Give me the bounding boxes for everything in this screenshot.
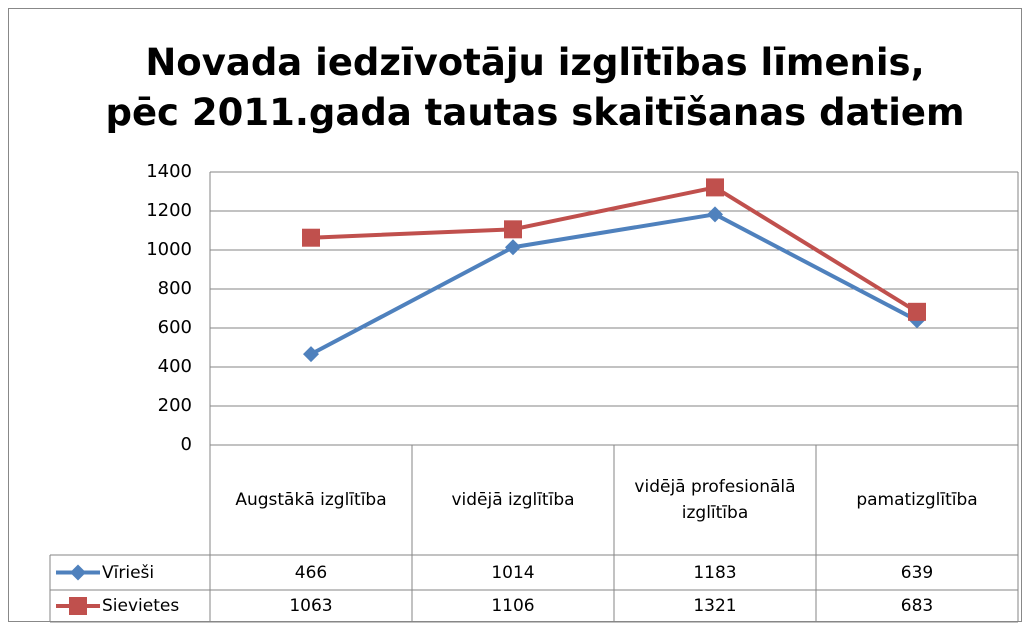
legend-marker [70, 564, 86, 581]
category-label: vidējā profesionālā izglītība [634, 477, 796, 523]
y-tick-label: 400 [157, 356, 192, 377]
table-value: 1183 [693, 562, 737, 583]
legend-label: Vīrieši [102, 562, 155, 583]
y-tick-label: 1000 [146, 239, 192, 260]
category-label: pamatizglītība [856, 490, 978, 510]
legend-marker [69, 597, 87, 615]
data-point [505, 239, 521, 256]
table-value: 466 [294, 562, 328, 583]
legend-label: Sievietes [102, 596, 180, 616]
data-point [504, 220, 522, 239]
y-tick-label: 1400 [146, 161, 192, 182]
y-tick-label: 0 [180, 434, 192, 455]
table-value: 1106 [491, 596, 535, 616]
series-line [310, 185, 919, 314]
y-tick-label: 200 [157, 395, 192, 416]
category-label: Augstākā izglītība [235, 490, 387, 510]
table-value: 1321 [693, 596, 737, 616]
y-tick-label: 600 [157, 317, 192, 338]
data-point [303, 346, 319, 363]
table-value: 1063 [289, 596, 333, 616]
category-label: vidējā izglītība [451, 490, 575, 510]
table-value: 1014 [491, 562, 535, 583]
data-point [908, 302, 926, 321]
table-value: 683 [900, 596, 934, 616]
series-line [310, 212, 918, 356]
data-point [706, 178, 724, 197]
y-tick-label: 1200 [146, 200, 192, 221]
chart-title: Novada iedzīvotāju izglītības līmenis, p… [105, 41, 965, 134]
y-tick-label: 800 [157, 278, 192, 299]
table-value: 639 [900, 562, 934, 583]
data-point [707, 206, 723, 223]
data-point [302, 228, 320, 247]
